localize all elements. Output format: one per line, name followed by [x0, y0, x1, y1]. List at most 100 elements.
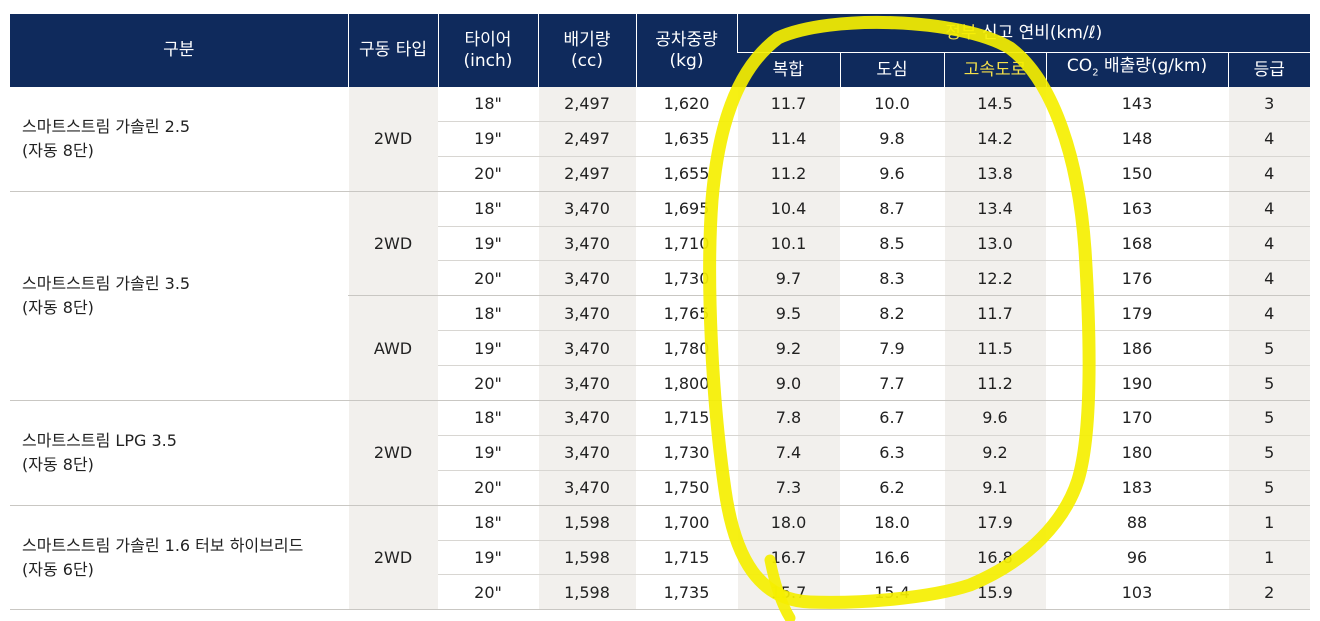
table-body: 스마트스트림 가솔린 2.5 (자동 8단) 2WD 18" 2,497 1,620 11.… — [10, 87, 1310, 611]
weight-cell: 1,750 — [635, 470, 737, 506]
weight-cell: 1,635 — [635, 121, 737, 157]
grade-cell: 4 — [1227, 260, 1310, 297]
header-displacement: 배기량 (cc) — [537, 14, 636, 87]
highway-cell: 11.2 — [943, 365, 1046, 402]
transmission: (자동 8단) — [22, 454, 94, 474]
header-displacement-line2: (cc) — [571, 50, 603, 71]
cc-cell: 1,598 — [537, 540, 636, 576]
city-cell: 9.6 — [839, 156, 944, 192]
city-cell: 8.7 — [839, 191, 944, 227]
highway-cell: 9.2 — [943, 435, 1046, 471]
grade-cell: 5 — [1227, 330, 1310, 367]
header-curb-weight-line2: (kg) — [669, 50, 704, 71]
grade-cell: 4 — [1227, 191, 1310, 227]
weight-cell: 1,715 — [635, 540, 737, 576]
highway-cell: 14.2 — [943, 121, 1046, 157]
co2-cell: 190 — [1045, 365, 1228, 402]
highway-cell: 11.7 — [943, 295, 1046, 332]
grade-cell: 5 — [1227, 365, 1310, 402]
combined-cell: 16.7 — [736, 540, 840, 576]
grade-cell: 4 — [1227, 121, 1310, 157]
cc-cell: 3,470 — [537, 365, 636, 402]
city-cell: 7.9 — [839, 330, 944, 367]
co2-cell: 168 — [1045, 226, 1228, 262]
grade-cell: 5 — [1227, 470, 1310, 506]
co2-cell: 150 — [1045, 156, 1228, 192]
cc-cell: 3,470 — [537, 260, 636, 297]
header-efficiency-highlight: 정부 — [945, 22, 977, 43]
header-combined: 복합 — [737, 52, 840, 87]
weight-cell: 1,765 — [635, 295, 737, 332]
tire-cell: 19" — [437, 121, 538, 157]
drive-type-cell: AWD — [347, 295, 438, 402]
table-row: 스마트스트림 가솔린 1.6 터보 하이브리드 (자동 6단) 2WD 18" 1,59… — [10, 505, 1310, 611]
weight-cell: 1,620 — [635, 87, 737, 122]
co2-cell: 180 — [1045, 435, 1228, 471]
combined-cell: 10.4 — [736, 191, 840, 227]
combined-cell: 9.5 — [736, 295, 840, 332]
table-header: 구분 구동 타입 타이어 (inch) 배기량 (cc) 공차중량 (kg) 정… — [10, 14, 1310, 87]
header-curb-weight-line1: 공차중량 — [655, 29, 718, 50]
highway-cell: 13.4 — [943, 191, 1046, 227]
cc-cell: 1,598 — [537, 574, 636, 611]
cc-cell: 3,470 — [537, 191, 636, 227]
weight-cell: 1,715 — [635, 400, 737, 436]
model-name-cell: 스마트스트림 가솔린 1.6 터보 하이브리드 (자동 6단) — [10, 505, 348, 611]
cc-cell: 3,470 — [537, 435, 636, 471]
combined-cell: 11.4 — [736, 121, 840, 157]
model-name-cell: 스마트스트림 가솔린 2.5 (자동 8단) — [10, 87, 348, 192]
highway-cell: 9.6 — [943, 400, 1046, 436]
model-name: 스마트스트림 LPG 3.5 — [22, 430, 177, 450]
city-cell: 6.7 — [839, 400, 944, 436]
header-highway: 고속도로 — [943, 52, 1046, 87]
city-cell: 16.6 — [839, 540, 944, 576]
grade-cell: 1 — [1227, 505, 1310, 541]
header-displacement-line1: 배기량 — [563, 29, 611, 50]
tire-cell: 20" — [437, 156, 538, 192]
co2-cell: 179 — [1045, 295, 1228, 332]
cc-cell: 3,470 — [537, 295, 636, 332]
header-co2-suffix: 배출량(g/km) — [1098, 56, 1208, 77]
city-cell: 8.5 — [839, 226, 944, 262]
combined-cell: 7.3 — [736, 470, 840, 506]
weight-cell: 1,780 — [635, 330, 737, 367]
grade-cell: 3 — [1227, 87, 1310, 122]
co2-cell: 143 — [1045, 87, 1228, 122]
highway-cell: 13.0 — [943, 226, 1046, 262]
cc-cell: 3,470 — [537, 470, 636, 506]
transmission: (자동 6단) — [22, 559, 94, 579]
header-grade: 등급 — [1227, 52, 1310, 87]
grade-cell: 5 — [1227, 435, 1310, 471]
cc-cell: 3,470 — [537, 400, 636, 436]
transmission: (자동 8단) — [22, 140, 94, 160]
highway-cell: 16.8 — [943, 540, 1046, 576]
header-efficiency-group: 정부 신고 연비(km/ℓ) — [736, 14, 1310, 53]
city-cell: 8.2 — [839, 295, 944, 332]
header-category: 구분 — [10, 14, 348, 87]
tire-cell: 18" — [437, 295, 538, 332]
highway-cell: 17.9 — [943, 505, 1046, 541]
fuel-efficiency-table: 구분 구동 타입 타이어 (inch) 배기량 (cc) 공차중량 (kg) 정… — [10, 14, 1310, 611]
tire-cell: 20" — [437, 574, 538, 611]
highway-cell: 9.1 — [943, 470, 1046, 506]
combined-cell: 9.7 — [736, 260, 840, 297]
model-name-cell: 스마트스트림 가솔린 3.5 (자동 8단) — [10, 191, 348, 402]
weight-cell: 1,700 — [635, 505, 737, 541]
header-co2: CO2 배출량(g/km) — [1045, 52, 1228, 87]
co2-cell: 163 — [1045, 191, 1228, 227]
cc-cell: 2,497 — [537, 156, 636, 192]
combined-cell: 7.4 — [736, 435, 840, 471]
drive-type-cell: 2WD — [347, 87, 438, 192]
model-name: 스마트스트림 가솔린 1.6 터보 하이브리드 — [22, 535, 304, 555]
highway-cell: 15.9 — [943, 574, 1046, 611]
city-cell: 6.3 — [839, 435, 944, 471]
header-co2-prefix: CO — [1066, 56, 1093, 77]
co2-cell: 148 — [1045, 121, 1228, 157]
drive-type-cell: 2WD — [347, 191, 438, 297]
city-cell: 7.7 — [839, 365, 944, 402]
header-city: 도심 — [839, 52, 944, 87]
co2-cell: 88 — [1045, 505, 1228, 541]
cc-cell: 3,470 — [537, 226, 636, 262]
city-cell: 9.8 — [839, 121, 944, 157]
